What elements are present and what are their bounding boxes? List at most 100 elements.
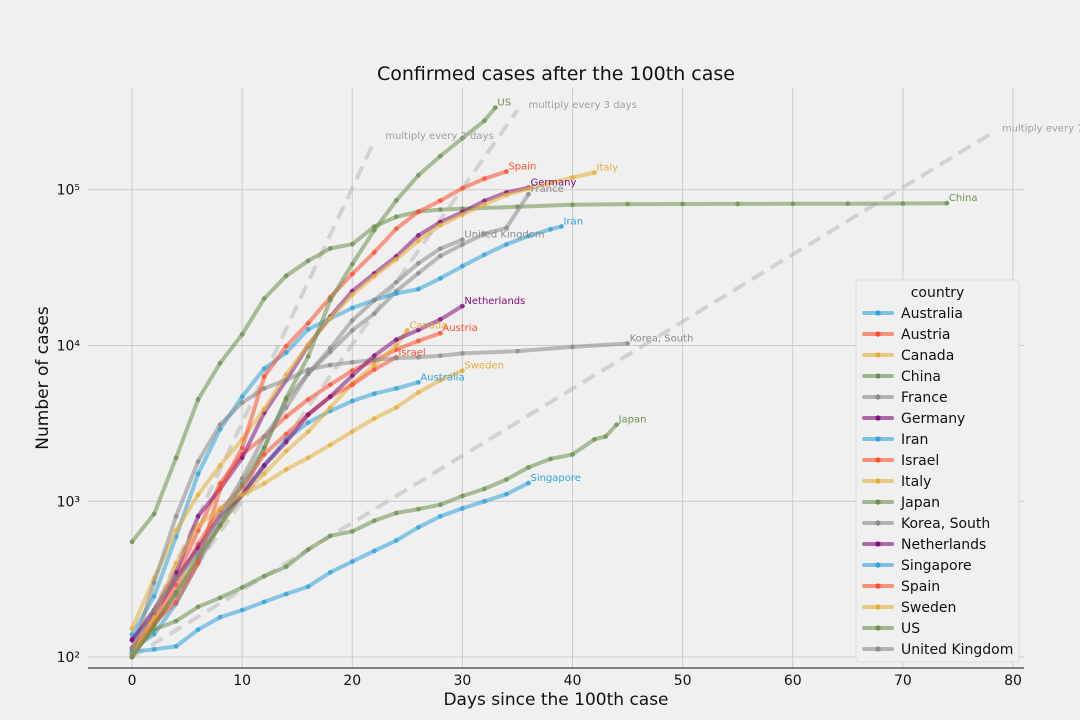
data-point [239,455,245,461]
data-point [327,345,333,351]
data-point [438,153,443,159]
data-point [438,275,443,281]
legend-item-us: US [862,621,920,637]
data-point [261,366,267,372]
data-point [195,560,201,566]
data-point [173,455,179,461]
data-point [261,463,267,468]
data-point [482,231,487,237]
legend-marker [875,520,881,526]
x-tick-label: 60 [784,673,802,689]
data-point [195,627,201,632]
legend-label: Iran [901,432,928,448]
data-point [371,362,377,368]
data-point [603,434,608,439]
data-point [151,511,157,517]
legend-item-spain: Spain [862,579,940,595]
series-italy [129,170,597,632]
data-point [151,607,157,613]
data-point [416,172,421,178]
data-point [217,614,223,620]
data-point [371,227,377,233]
data-point [482,486,487,492]
legend-label: Japan [900,495,940,511]
series-line-us [130,105,498,659]
legend-label: Spain [901,579,940,595]
data-point [173,513,179,519]
series-end-label-china: China [949,193,978,204]
data-point [327,246,333,251]
legend-marker [875,436,881,442]
data-point [305,397,311,402]
data-point [393,257,399,262]
data-point [900,201,906,206]
data-point [570,202,575,208]
data-point [195,523,201,528]
data-point [283,395,289,401]
data-point [482,498,487,504]
legend-marker [875,478,881,484]
legend-item-iran: Iran [862,432,928,448]
data-point [592,170,597,176]
legend-title: country [911,285,965,301]
data-point [438,317,443,322]
data-point [239,400,245,405]
data-point [283,439,289,445]
data-point [195,513,201,519]
legend-label: Canada [901,348,954,364]
data-point [625,201,630,207]
legend-item-austria: Austria [862,327,950,343]
series-end-label-united-kingdom: United Kingdom [464,230,544,241]
data-point [371,273,377,279]
data-point [460,237,465,243]
legend-items: Australia Austria Canada China France Germany… [862,306,1013,658]
legend-item-australia: Australia [862,306,963,322]
data-point [371,250,377,255]
series-end-label-canada: Canada [409,320,447,331]
data-point [261,599,267,605]
y-tick-labels: 10² 10³ 10⁴ 10⁵ [57,183,81,666]
legend-label: Korea, South [901,516,990,532]
legend-label: Australia [901,306,963,322]
data-point [151,580,157,586]
data-point [482,118,487,124]
data-point [349,318,355,323]
data-point [129,626,135,632]
legend-marker [875,373,881,379]
series-china [129,200,950,545]
data-point [460,242,465,247]
data-point [526,233,531,239]
series-end-label-sweden: Sweden [464,361,504,372]
data-point [305,420,311,425]
data-point [438,246,443,252]
y-tick-label: 10³ [57,494,80,510]
data-point [283,591,289,597]
data-point [349,373,355,379]
data-point [625,341,630,346]
data-point [790,201,796,207]
series-end-label-japan: Japan [618,415,647,426]
data-point [393,291,399,296]
data-point [416,238,421,244]
legend-label: China [901,369,941,385]
series-sweden [129,368,465,659]
series-end-label-italy: Italy [597,163,619,174]
series-japan [129,422,619,657]
data-point [416,327,421,333]
data-point [305,258,311,264]
data-point [438,353,443,359]
data-point [283,343,289,349]
series-line-iran [130,224,564,637]
data-point [305,371,311,376]
data-point [349,529,355,534]
data-point [438,502,443,508]
data-point [416,390,421,395]
data-point [239,492,245,498]
data-point [416,524,421,530]
x-tick-label: 80 [1004,673,1022,689]
data-point [393,337,399,343]
series-end-label-australia: Australia [420,372,464,383]
data-point [526,191,531,197]
data-point [371,518,377,524]
data-point [845,201,851,207]
